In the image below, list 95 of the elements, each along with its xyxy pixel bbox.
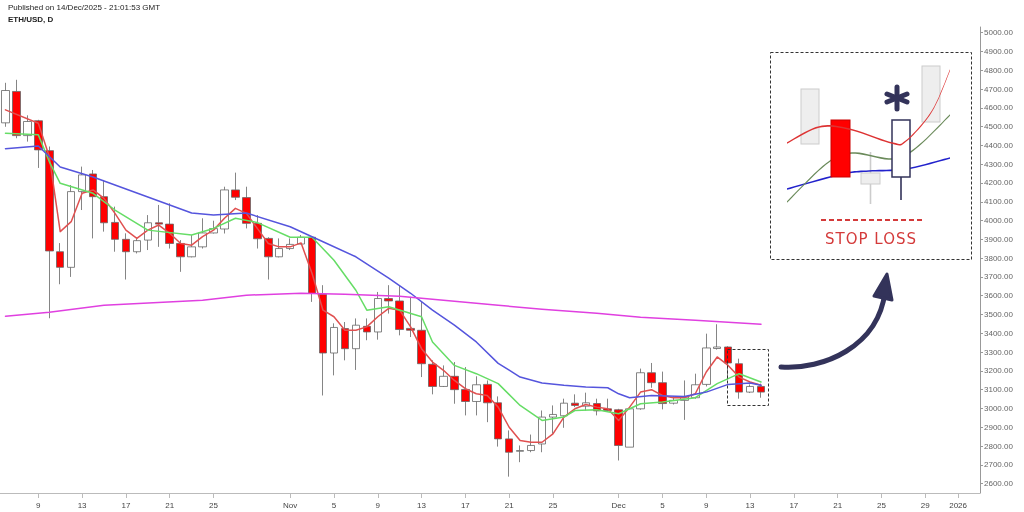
x-tick-label: 2026 — [949, 500, 968, 510]
x-tick-label: 5 — [331, 500, 337, 510]
y-tick-label: 2800.00 — [984, 441, 1014, 451]
y-tick-label: 4600.00 — [984, 103, 1014, 113]
candlestick — [527, 434, 535, 453]
x-tick-label: 17 — [460, 500, 471, 510]
y-tick-label: 3000.00 — [984, 403, 1014, 413]
x-tick-label: 13 — [77, 500, 88, 510]
candlestick — [757, 383, 765, 399]
candlestick — [176, 239, 185, 273]
candlestick — [461, 366, 470, 416]
x-tick-label: 25 — [877, 500, 887, 510]
x-tick-label: 17 — [789, 500, 799, 510]
candlestick — [713, 323, 721, 351]
y-tick-label: 4200.00 — [984, 178, 1014, 188]
candlestick — [341, 321, 349, 361]
annotation: STOP LOSS — [824, 230, 918, 248]
candlestick — [363, 318, 371, 341]
y-tick-label: 3500.00 — [984, 309, 1014, 319]
line-series — [4, 292, 762, 326]
candlestick — [417, 301, 426, 378]
x-tick-label: 25 — [209, 500, 219, 510]
y-tick-label: 3700.00 — [984, 272, 1014, 282]
x-tick-label: Dec — [611, 500, 626, 510]
candlestick — [428, 359, 437, 395]
x-tick-label: 9 — [375, 500, 381, 510]
candlestick — [67, 184, 75, 278]
candlestick — [472, 375, 481, 416]
candlestick — [647, 362, 656, 389]
y-tick-label: 3400.00 — [984, 328, 1014, 338]
y-tick-label: 3900.00 — [984, 234, 1014, 244]
x-tick-label: 25 — [548, 500, 558, 510]
candlestick — [78, 166, 86, 211]
candlestick — [439, 365, 448, 388]
candlestick — [155, 204, 163, 248]
y-tick-label: 4700.00 — [984, 84, 1014, 94]
candlestick — [483, 380, 492, 423]
candlestick — [1, 82, 10, 128]
x-tick-label: 21 — [165, 500, 175, 510]
candlestick — [374, 291, 382, 341]
x-tick-label: 21 — [833, 500, 843, 510]
x-tick-label: 21 — [504, 500, 515, 510]
y-tick-label: 5000.00 — [984, 28, 1014, 38]
y-tick-label: 4900.00 — [984, 46, 1014, 56]
candlestick — [614, 408, 623, 461]
candlestick — [12, 79, 21, 139]
y-tick-label: 4400.00 — [984, 140, 1014, 150]
y-tick-label: 3600.00 — [984, 291, 1014, 301]
x-tick-label: Nov — [283, 500, 298, 510]
candlestick — [122, 232, 130, 280]
candlestick — [450, 361, 459, 405]
candlestick — [384, 284, 393, 314]
candlestick — [264, 236, 273, 280]
x-tick-label: 17 — [121, 500, 131, 510]
candlestick — [275, 237, 283, 258]
y-tick-label: 4100.00 — [984, 197, 1014, 207]
y-tick-label: 2600.00 — [984, 479, 1014, 489]
y-tick-label: 3200.00 — [984, 366, 1014, 376]
x-tick-label: 13 — [745, 500, 756, 510]
candlestick — [352, 318, 360, 371]
candlestick — [406, 296, 415, 338]
candlestick — [187, 234, 196, 258]
x-tick-label: 13 — [417, 500, 427, 510]
y-tick-label: 3100.00 — [984, 385, 1014, 395]
candlestick — [516, 445, 524, 463]
candlestick — [625, 406, 634, 448]
x-tick-label: 9 — [36, 500, 42, 510]
x-tick-label: 29 — [920, 500, 931, 510]
y-tick-label: 4500.00 — [984, 122, 1014, 132]
chart-subtitle: Published on 14/Dec/2025 - 21:01:53 GMT — [8, 3, 161, 12]
candlestick — [330, 322, 338, 376]
candlestick — [571, 393, 579, 408]
y-tick-label: 4800.00 — [984, 65, 1014, 75]
candlestick — [560, 398, 568, 429]
y-tick-label: 2700.00 — [984, 460, 1014, 470]
candlestick — [505, 430, 513, 478]
x-tick-label: 5 — [660, 500, 666, 510]
candlestick — [56, 242, 64, 285]
y-tick-label: 3800.00 — [984, 253, 1014, 263]
y-tick-label: 4000.00 — [984, 216, 1014, 226]
candlestick — [746, 383, 754, 394]
x-tick-label: 9 — [704, 500, 710, 510]
candlestick — [133, 237, 141, 254]
y-tick-label: 2900.00 — [984, 422, 1014, 432]
candlestick — [231, 172, 240, 201]
candlestick — [111, 206, 119, 253]
candlestick — [494, 396, 502, 447]
candlestick — [549, 405, 557, 435]
candlestick — [395, 284, 404, 336]
chart-title: ETH/USD, D — [8, 15, 54, 24]
y-tick-label: 3300.00 — [984, 347, 1014, 357]
candlestick — [319, 284, 327, 396]
y-tick-label: 4300.00 — [984, 159, 1014, 169]
candlestick — [702, 333, 711, 387]
candlestick — [23, 114, 32, 143]
